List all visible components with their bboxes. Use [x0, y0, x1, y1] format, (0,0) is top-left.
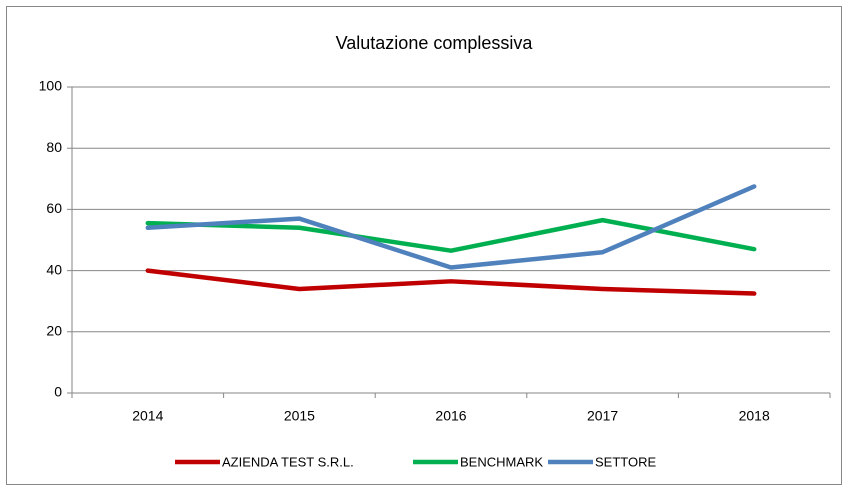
y-tick-label: 80: [46, 139, 62, 155]
legend-label: SETTORE: [595, 454, 656, 469]
y-tick-label: 40: [46, 261, 62, 277]
series-line: [145, 184, 757, 270]
y-tick-label: 100: [39, 78, 63, 94]
x-tick-label: 2016: [435, 408, 466, 424]
x-tick-label: 2017: [587, 408, 618, 424]
x-tick-label: 2015: [284, 408, 315, 424]
legend-label: AZIENDA TEST S.R.L.: [222, 454, 354, 469]
y-tick-label: 60: [46, 200, 62, 216]
series-line: [145, 268, 757, 296]
y-tick-label: 20: [46, 323, 62, 339]
chart-title: Valutazione complessiva: [336, 33, 534, 53]
x-tick-label: 2014: [132, 408, 163, 424]
y-tick-label: 0: [54, 384, 62, 400]
legend-label: BENCHMARK: [460, 454, 543, 469]
x-tick-label: 2018: [739, 408, 770, 424]
